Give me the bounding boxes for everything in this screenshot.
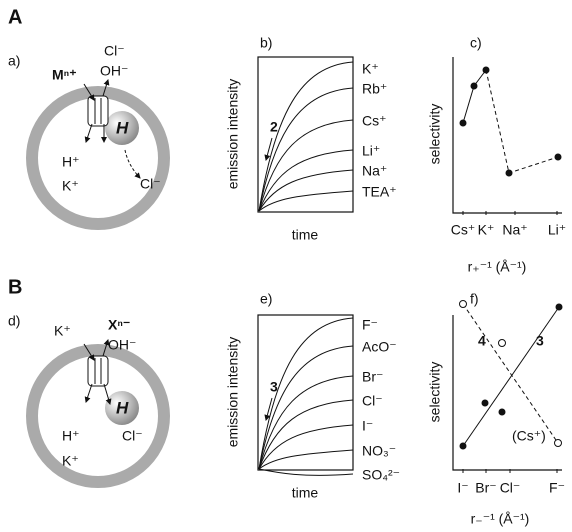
panel-label: B	[8, 276, 22, 298]
curve	[258, 119, 354, 212]
curve-label: NO₃⁻	[362, 443, 396, 459]
arrow	[264, 397, 273, 421]
curve-label: TEA⁺	[362, 184, 397, 200]
ion: Cl⁻	[140, 176, 161, 192]
sub-label: e)	[260, 291, 272, 307]
x-tick-label: Na⁺	[502, 222, 527, 238]
plot-box	[257, 314, 354, 471]
x-label: time	[292, 485, 319, 501]
sub-label: c)	[470, 35, 482, 51]
probe-label: 2	[270, 119, 278, 135]
arrow	[264, 137, 273, 161]
ion: Xⁿ⁻	[108, 317, 130, 333]
x-label: r₊⁻¹ (Å⁻¹)	[468, 259, 527, 275]
series-label: 3	[536, 333, 544, 349]
y-label: selectivity	[427, 362, 443, 423]
ion: K⁺	[62, 178, 79, 194]
sub-label: d)	[8, 313, 20, 329]
curve-label: Na⁺	[362, 163, 387, 179]
selectivity-plot	[459, 300, 563, 450]
panel-label: A	[8, 6, 22, 28]
curve	[258, 149, 354, 212]
x-tick-label: Li⁺	[548, 222, 566, 238]
curve-label: AcO⁻	[362, 339, 397, 355]
x-tick-label: Br⁻	[475, 480, 496, 496]
x-tick-label: Cl⁻	[500, 480, 521, 496]
host: H	[116, 398, 129, 417]
curve-label: I⁻	[362, 418, 373, 434]
series-label: 4	[478, 333, 486, 349]
axes	[452, 315, 562, 471]
ion: Cl⁻	[104, 43, 125, 59]
curve	[258, 190, 354, 212]
y-label: emission intensity	[225, 337, 241, 448]
curve	[258, 87, 354, 212]
ion: H⁺	[62, 154, 80, 170]
curve-label: F⁻	[362, 317, 378, 333]
curve-label: K⁺	[362, 61, 379, 77]
x-label: r₋⁻¹ (Å⁻¹)	[471, 511, 530, 527]
ion: OH⁻	[108, 337, 136, 353]
ion: K⁺	[54, 323, 71, 339]
curve-label: Cs⁺	[362, 113, 387, 129]
axes	[452, 57, 562, 214]
vesicle	[26, 79, 170, 230]
curve	[258, 345, 354, 470]
curve	[258, 399, 354, 470]
curve	[258, 375, 354, 470]
sub-label: a)	[8, 53, 20, 69]
y-label: selectivity	[427, 104, 443, 165]
curve	[258, 169, 354, 212]
ion: K⁺	[62, 453, 79, 469]
curve-label: Cl⁻	[362, 393, 383, 409]
note: (Cs⁺)	[512, 428, 546, 444]
sub-label: b)	[260, 35, 272, 51]
y-label: emission intensity	[225, 79, 241, 190]
curve-label: Rb⁺	[362, 81, 387, 97]
probe-label: 3	[270, 379, 278, 395]
curve-label: SO₄²⁻	[362, 467, 400, 483]
vesicle	[26, 339, 170, 488]
x-tick-label: F⁻	[549, 480, 565, 496]
sub-label: f)	[470, 291, 479, 307]
ion: H⁺	[62, 428, 80, 444]
selectivity-plot	[459, 66, 562, 177]
curve	[258, 468, 354, 476]
ion: OH⁻	[100, 63, 128, 79]
curve	[258, 61, 354, 212]
x-tick-label: I⁻	[457, 480, 468, 496]
x-label: time	[292, 227, 319, 243]
curve-label: Br⁻	[362, 369, 383, 385]
curve-label: Li⁺	[362, 143, 380, 159]
curve	[258, 424, 354, 470]
ion: Cl⁻	[122, 428, 143, 444]
curve	[258, 449, 354, 470]
x-tick-label: Cs⁺	[451, 222, 476, 238]
host: H	[116, 118, 129, 137]
curve	[258, 317, 354, 470]
x-tick-label: K⁺	[478, 222, 495, 238]
plot-box	[257, 56, 354, 213]
ion: Mⁿ⁺	[52, 67, 77, 83]
